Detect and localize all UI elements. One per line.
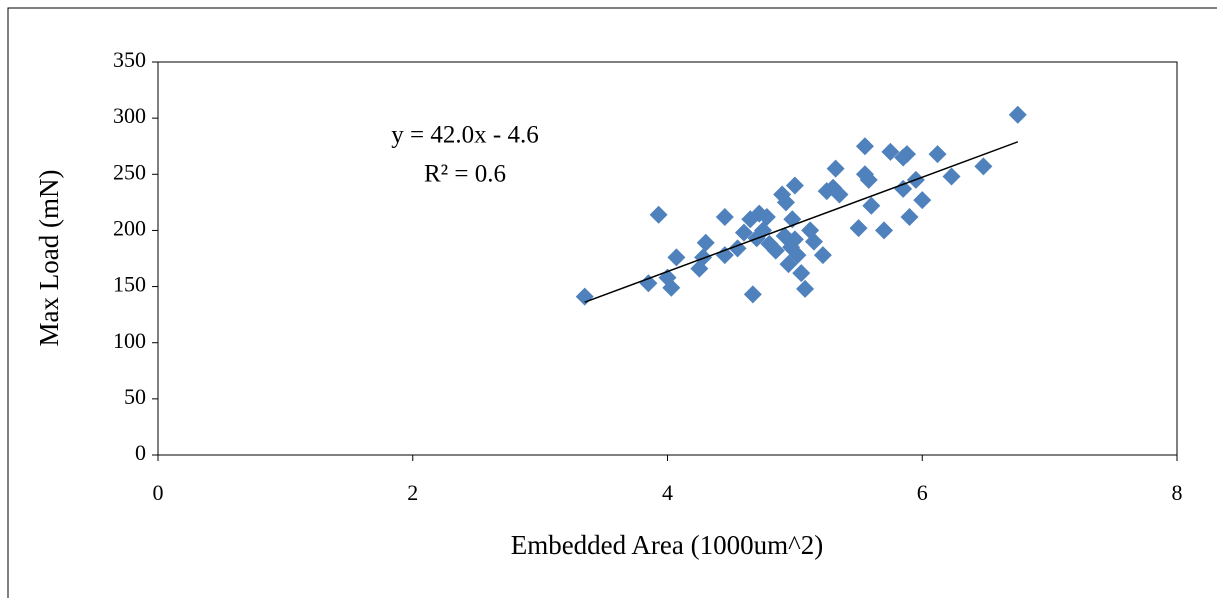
point <box>862 196 881 215</box>
point <box>875 221 894 240</box>
point <box>694 248 713 267</box>
point <box>788 246 807 265</box>
y-tick-label: 200 <box>113 215 146 240</box>
y-tick-label: 300 <box>113 103 146 128</box>
y-tick-label: 250 <box>113 159 146 184</box>
trendline <box>584 141 1019 303</box>
x-axis-title: Embedded Area (1000um^2) <box>511 530 824 560</box>
x-tick-label: 6 <box>917 480 928 505</box>
point <box>826 159 845 178</box>
point <box>804 232 823 251</box>
point <box>830 185 849 204</box>
point <box>859 170 878 189</box>
point <box>942 167 961 186</box>
point <box>757 207 776 226</box>
point <box>715 207 734 226</box>
point <box>897 145 916 164</box>
point <box>696 233 715 252</box>
y-tick-label: 350 <box>113 47 146 72</box>
y-tick-label: 100 <box>113 328 146 353</box>
point <box>649 205 668 224</box>
y-axis-title: Max Load (mN) <box>34 170 64 347</box>
y-tick-label: 150 <box>113 272 146 297</box>
point <box>776 193 795 212</box>
point <box>743 285 762 304</box>
point <box>667 248 686 267</box>
y-tick-label: 50 <box>124 384 146 409</box>
r-squared: R² = 0.6 <box>424 161 506 188</box>
chart-border <box>7 7 1217 598</box>
point <box>1008 105 1027 124</box>
point <box>900 207 919 226</box>
point <box>662 278 681 297</box>
point <box>974 157 993 176</box>
point <box>913 191 932 210</box>
point <box>796 279 815 298</box>
x-tick-label: 0 <box>153 480 164 505</box>
x-tick-label: 4 <box>662 480 673 505</box>
point <box>639 274 658 293</box>
trendline-equation: y = 42.0x - 4.6 <box>391 122 538 149</box>
x-tick-label: 8 <box>1172 480 1183 505</box>
point <box>734 223 753 242</box>
point <box>766 241 785 260</box>
point <box>792 264 811 283</box>
y-tick-label: 0 <box>135 440 146 465</box>
x-tick-label: 2 <box>407 480 418 505</box>
point <box>715 246 734 265</box>
point <box>849 219 868 238</box>
point <box>813 246 832 265</box>
point <box>881 142 900 161</box>
point <box>928 145 947 164</box>
point <box>785 176 804 195</box>
point <box>894 179 913 198</box>
point <box>855 137 874 156</box>
point <box>785 230 804 249</box>
